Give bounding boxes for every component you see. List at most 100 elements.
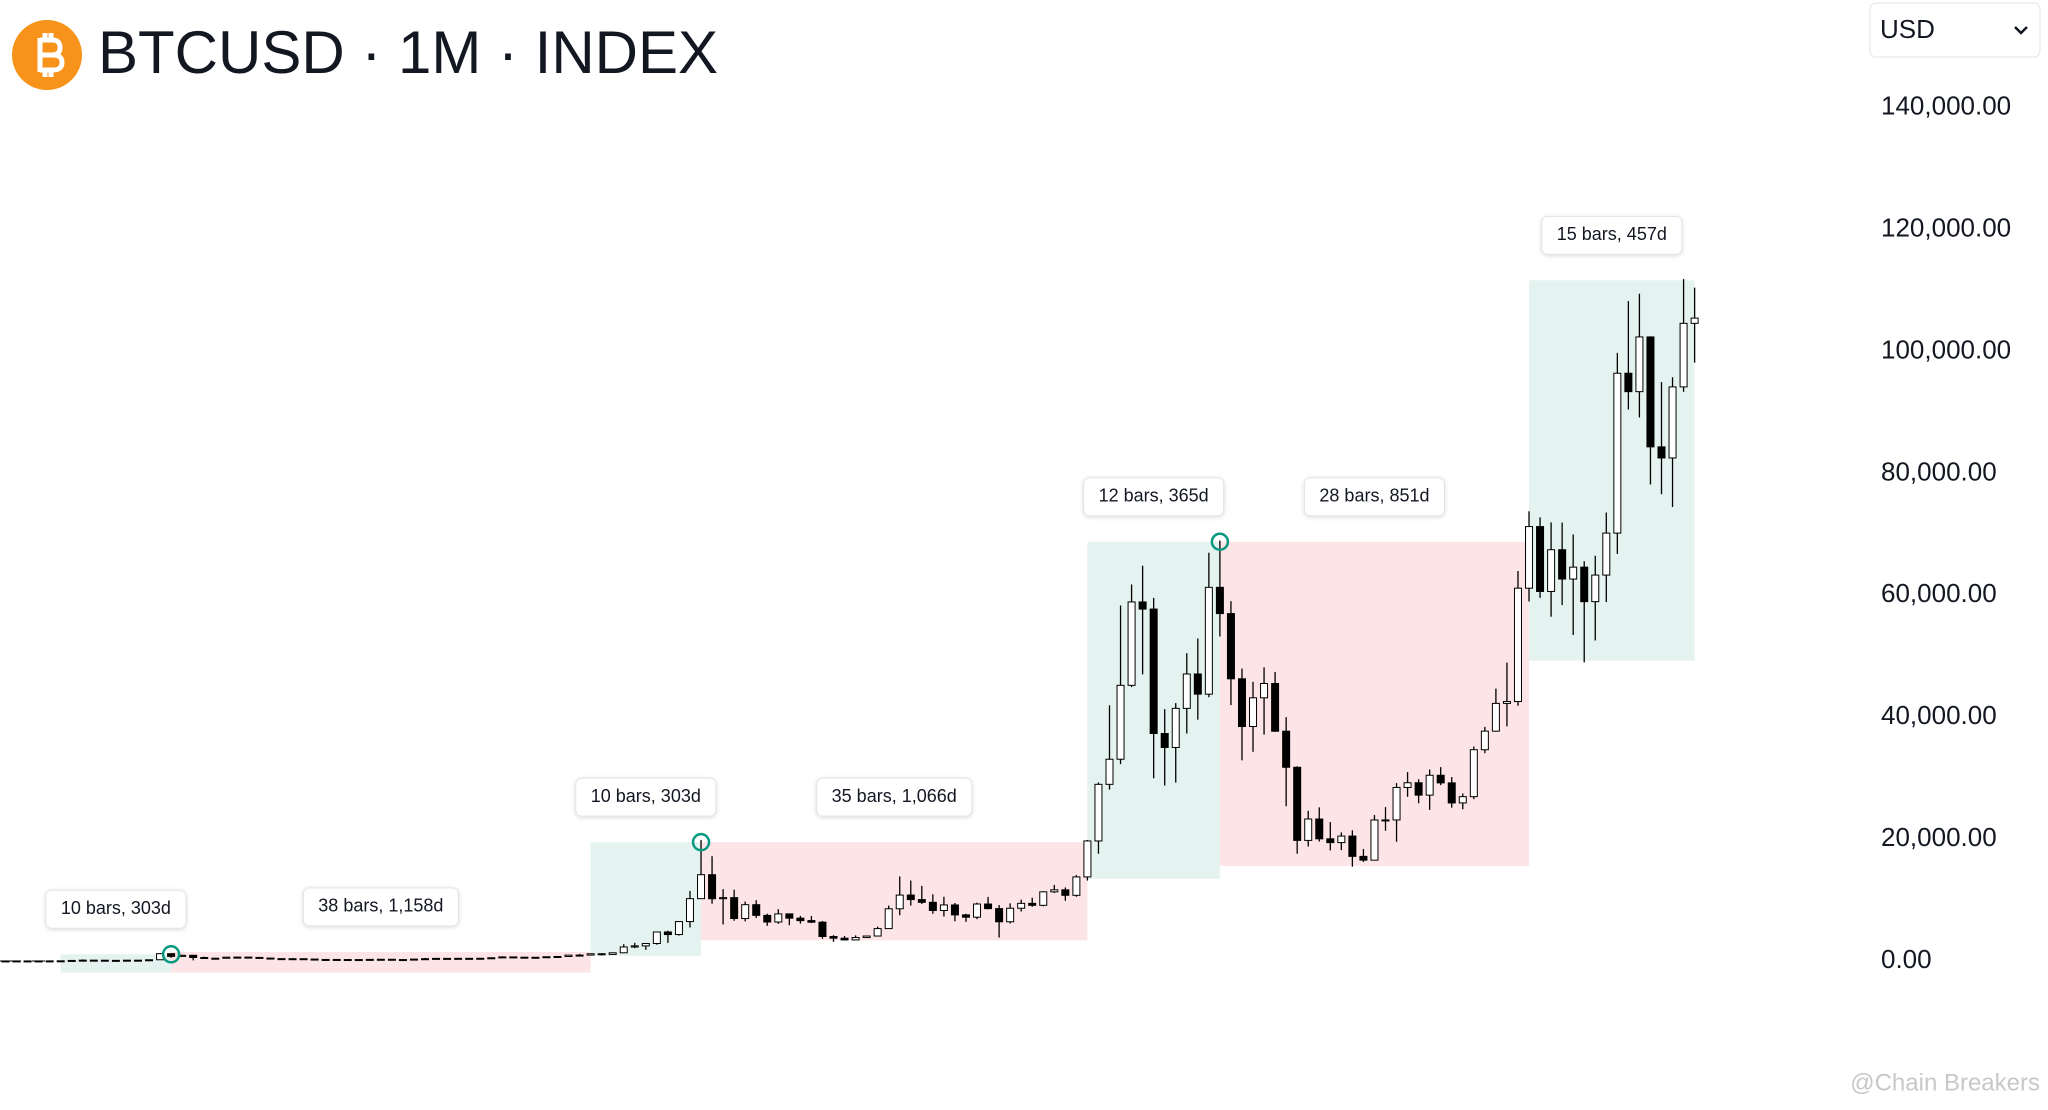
- candle-body: [1569, 566, 1578, 580]
- candle-body: [1149, 608, 1158, 735]
- candle-body: [487, 957, 496, 960]
- candle-body: [1414, 782, 1423, 796]
- candle-body: [961, 914, 970, 918]
- candle-body: [310, 958, 319, 961]
- candle-body: [597, 953, 606, 956]
- candle-body: [1480, 730, 1489, 751]
- pivot-marker: [161, 945, 181, 964]
- pivot-marker: [691, 832, 711, 852]
- candle-body: [719, 897, 728, 900]
- candle-body: [288, 958, 297, 961]
- candle-body: [1646, 336, 1655, 448]
- candle-body: [1381, 819, 1390, 822]
- candle-body: [1028, 902, 1037, 906]
- candle-body: [1392, 786, 1401, 821]
- candle-body: [1315, 818, 1324, 840]
- candle-body: [1282, 730, 1291, 768]
- y-tick-label: 60,000.00: [1881, 578, 1997, 608]
- candle-body: [1127, 601, 1136, 686]
- candle-body: [1425, 774, 1434, 796]
- price-axis: 0.00 20,000.00 40,000.00 60,000.00 80,000.00…: [1881, 91, 2011, 974]
- dropdown-value[interactable]: USD: [1880, 14, 1935, 44]
- candle-body: [674, 921, 683, 936]
- measure-label-box: [45, 889, 187, 929]
- candle-body: [1657, 446, 1666, 459]
- candle-body: [1072, 876, 1081, 896]
- measure-label-box: [1083, 477, 1225, 517]
- candle-body: [1602, 532, 1611, 576]
- candle-body: [1624, 372, 1633, 393]
- candle-body: [465, 957, 474, 960]
- candle-body: [520, 956, 529, 959]
- candle-body: [1293, 766, 1302, 841]
- candles: [1, 279, 1699, 963]
- candle-body: [233, 956, 242, 959]
- measure-box: [590, 842, 702, 956]
- candle-body: [1050, 889, 1059, 893]
- candle-body: [56, 960, 65, 963]
- candle-body: [906, 894, 915, 901]
- candle-body: [652, 931, 661, 944]
- candle-body: [840, 937, 849, 941]
- candle-body: [862, 935, 871, 939]
- candle-body: [774, 913, 783, 923]
- candle-body: [895, 894, 904, 910]
- candle-body: [421, 958, 430, 961]
- candle-body: [884, 908, 893, 930]
- candle-body: [785, 913, 794, 919]
- y-tick-label: 0.00: [1881, 944, 1932, 974]
- candle-body: [67, 959, 76, 962]
- bitcoin-glyph: [37, 33, 65, 77]
- candle-body: [1536, 526, 1545, 592]
- currency-dropdown[interactable]: USD: [1869, 2, 2041, 58]
- candle-body: [1017, 902, 1026, 909]
- candle-body: [1094, 783, 1103, 842]
- candle-body: [222, 956, 231, 959]
- candle-body: [332, 958, 341, 961]
- candle-body: [244, 956, 253, 959]
- candle-body: [1525, 526, 1534, 589]
- candle-body: [829, 936, 838, 939]
- candle-body: [1006, 907, 1015, 923]
- dropdown-chevron[interactable]: [2014, 26, 2028, 35]
- candle-body: [697, 874, 706, 900]
- measure-label-box: [816, 777, 973, 817]
- candle-body: [1271, 682, 1280, 732]
- candle-body: [1558, 549, 1567, 580]
- candle-body: [984, 903, 993, 910]
- candle-body: [873, 928, 882, 937]
- measure-label-box: [302, 887, 459, 927]
- candle-body: [1226, 613, 1235, 680]
- candle-body: [641, 942, 650, 947]
- measure-labels: 10 bars, 303d 38 bars, 1,158d 10 bars, 303…: [45, 215, 1683, 964]
- candle-body: [1249, 697, 1258, 728]
- candle-body: [1458, 796, 1467, 804]
- measure-label: 10 bars, 303d: [61, 898, 171, 918]
- y-tick-label: 100,000.00: [1881, 334, 2011, 364]
- candle-body: [763, 914, 772, 923]
- chart-title: BTCUSD · 1M · INDEX: [98, 19, 718, 86]
- candle-body: [939, 904, 948, 911]
- candle-body: [1171, 707, 1180, 748]
- dropdown-box[interactable]: [1869, 2, 2041, 58]
- candle-body: [1447, 782, 1456, 804]
- measure-label: 15 bars, 457d: [1557, 224, 1667, 244]
- candle-body: [1613, 372, 1622, 534]
- candle-body: [89, 959, 98, 962]
- candle-body: [1260, 682, 1269, 699]
- candle-body: [1635, 336, 1644, 393]
- candle-body: [752, 904, 761, 916]
- y-tick-label: 40,000.00: [1881, 700, 1997, 730]
- candle-body: [122, 959, 131, 962]
- pivot-marker: [1210, 532, 1230, 551]
- candle-body: [851, 937, 860, 941]
- candle-body: [1370, 819, 1379, 861]
- measure-label: 28 bars, 851d: [1319, 485, 1429, 505]
- candle-body: [34, 960, 43, 963]
- candle-body: [542, 956, 551, 959]
- measure-box: [701, 842, 1088, 941]
- candle-body: [23, 960, 32, 963]
- measure-box: [1529, 280, 1695, 661]
- candle-body: [1436, 774, 1445, 784]
